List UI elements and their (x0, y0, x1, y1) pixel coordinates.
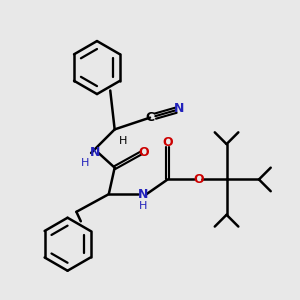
Text: O: O (193, 173, 204, 186)
Text: C: C (146, 111, 154, 124)
Text: N: N (174, 102, 184, 115)
Text: N: N (137, 188, 148, 201)
Text: H: H (81, 158, 89, 168)
Text: O: O (139, 146, 149, 159)
Text: H: H (119, 136, 128, 146)
Text: H: H (139, 201, 147, 211)
Text: N: N (90, 146, 101, 159)
Text: O: O (162, 136, 173, 149)
